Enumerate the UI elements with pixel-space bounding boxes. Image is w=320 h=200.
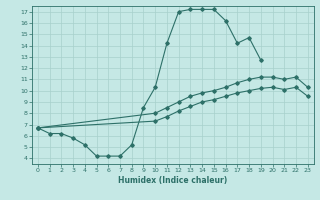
X-axis label: Humidex (Indice chaleur): Humidex (Indice chaleur) [118,176,228,185]
